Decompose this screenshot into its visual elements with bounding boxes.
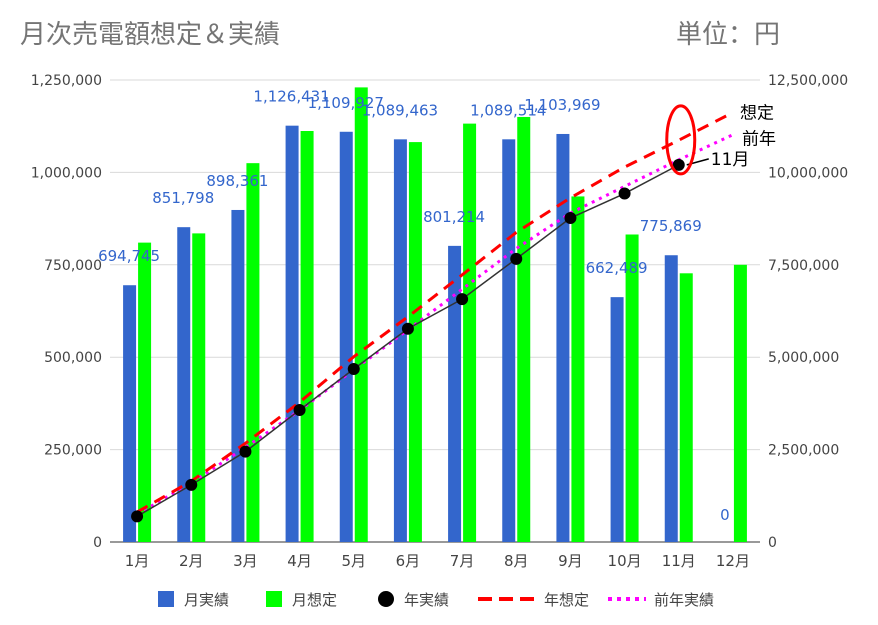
highlight-ellipse bbox=[665, 104, 697, 176]
annual-actual-point bbox=[672, 158, 685, 171]
bar-monthly-actual bbox=[556, 133, 570, 542]
y-right-tick-label: 12,500,000 bbox=[768, 73, 848, 89]
x-tick-label: 1月 bbox=[125, 552, 150, 570]
bar-monthly-plan bbox=[192, 233, 206, 542]
annual-actual-point bbox=[293, 404, 306, 417]
data-label-monthly-actual: 1,089,514 bbox=[470, 101, 546, 119]
bar-monthly-actual bbox=[123, 285, 137, 542]
bar-monthly-actual bbox=[231, 209, 245, 543]
annual-actual-point bbox=[131, 510, 144, 523]
unit-label: 単位：円 bbox=[676, 20, 781, 50]
annual-actual-point bbox=[347, 362, 360, 375]
annual-actual-point bbox=[401, 322, 414, 335]
legend-label: 月想定 bbox=[292, 591, 337, 609]
chart-title: 月次売電額想定＆実績 bbox=[20, 20, 281, 50]
line-prev-year bbox=[136, 133, 734, 516]
bar-monthly-plan bbox=[625, 234, 639, 542]
data-label-monthly-actual: 662,489 bbox=[586, 259, 648, 277]
legend-swatch bbox=[158, 591, 174, 607]
legend-swatch bbox=[378, 591, 394, 607]
y-left-tick-label: 1,250,000 bbox=[31, 73, 102, 89]
legend-label: 年想定 bbox=[544, 591, 589, 609]
x-tick-label: 12月 bbox=[716, 552, 750, 570]
bar-monthly-plan bbox=[517, 116, 531, 543]
x-tick-label: 7月 bbox=[450, 552, 475, 570]
data-label-monthly-actual: 1,126,431 bbox=[253, 88, 329, 106]
y-right-tick-label: 0 bbox=[768, 535, 777, 551]
bar-monthly-actual bbox=[339, 131, 353, 542]
x-tick-label: 8月 bbox=[504, 552, 529, 570]
y-right-tick-label: 5,000,000 bbox=[768, 350, 839, 366]
legend-label: 月実績 bbox=[184, 591, 229, 609]
annotation-current-month: 11月 bbox=[711, 150, 750, 170]
annual-actual-point bbox=[456, 293, 469, 306]
x-tick-label: 4月 bbox=[287, 552, 312, 570]
bar-monthly-plan bbox=[408, 142, 422, 542]
data-label-monthly-actual: 694,745 bbox=[98, 247, 160, 265]
y-left-tick-label: 750,000 bbox=[44, 258, 102, 274]
bar-monthly-plan bbox=[300, 131, 314, 542]
legend-label: 前年実績 bbox=[654, 591, 714, 609]
x-tick-label: 2月 bbox=[179, 552, 204, 570]
bar-monthly-plan bbox=[679, 273, 693, 542]
data-label-monthly-actual: 1,109,927 bbox=[308, 94, 384, 112]
y-right-tick-label: 2,500,000 bbox=[768, 443, 839, 459]
y-left-tick-label: 500,000 bbox=[44, 350, 102, 366]
x-tick-label: 10月 bbox=[608, 552, 642, 570]
x-tick-label: 5月 bbox=[341, 552, 366, 570]
bar-monthly-plan bbox=[463, 123, 477, 543]
y-right-tick-label: 7,500,000 bbox=[768, 258, 839, 274]
bar-monthly-plan bbox=[733, 264, 747, 542]
data-label-monthly-actual: 0 bbox=[720, 506, 730, 524]
line-annual-actual bbox=[136, 164, 680, 517]
annual-actual-point bbox=[510, 252, 523, 265]
y-left-tick-label: 1,000,000 bbox=[31, 165, 102, 181]
annotation-plan: 想定 bbox=[740, 104, 774, 124]
legend-label: 年実績 bbox=[404, 591, 449, 609]
x-tick-label: 11月 bbox=[662, 552, 696, 570]
bar-monthly-actual bbox=[393, 139, 407, 542]
legend-swatch bbox=[266, 591, 282, 607]
bar-monthly-plan bbox=[354, 87, 368, 542]
annual-actual-point bbox=[185, 478, 198, 491]
bar-monthly-plan bbox=[246, 163, 260, 542]
annual-actual-point bbox=[618, 187, 631, 200]
bar-monthly-actual bbox=[664, 255, 678, 542]
data-label-monthly-actual: 775,869 bbox=[640, 217, 702, 235]
bar-monthly-actual bbox=[610, 297, 624, 542]
y-left-tick-label: 0 bbox=[93, 535, 102, 551]
x-tick-label: 6月 bbox=[396, 552, 421, 570]
data-label-monthly-actual: 801,214 bbox=[423, 208, 485, 226]
line-annual-plan bbox=[136, 111, 734, 514]
annual-actual-point bbox=[239, 445, 252, 458]
bar-monthly-plan bbox=[138, 242, 152, 542]
bar-monthly-actual bbox=[177, 227, 191, 542]
data-label-monthly-actual: 1,089,463 bbox=[362, 101, 438, 119]
data-label-monthly-actual: 1,103,969 bbox=[524, 96, 600, 114]
x-tick-label: 3月 bbox=[233, 552, 258, 570]
bar-monthly-actual bbox=[285, 125, 299, 542]
data-label-monthly-actual: 898,361 bbox=[206, 172, 268, 190]
bar-monthly-actual bbox=[448, 245, 462, 542]
data-label-monthly-actual: 851,798 bbox=[152, 189, 214, 207]
y-left-tick-label: 250,000 bbox=[44, 443, 102, 459]
x-tick-label: 9月 bbox=[558, 552, 583, 570]
annual-actual-point bbox=[564, 212, 577, 225]
annotation-prev-year: 前年 bbox=[742, 130, 776, 150]
y-right-tick-label: 10,000,000 bbox=[768, 165, 848, 181]
bar-monthly-plan bbox=[571, 196, 585, 542]
bar-monthly-actual bbox=[502, 139, 516, 543]
